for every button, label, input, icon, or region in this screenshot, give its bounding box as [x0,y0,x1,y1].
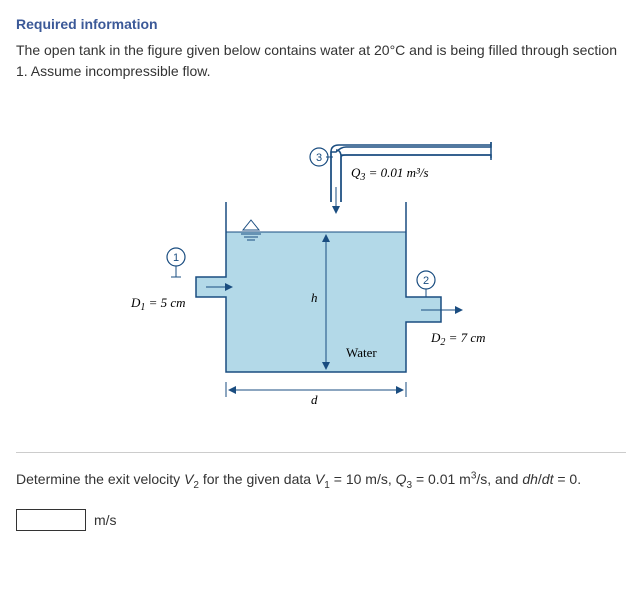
d-label: d [311,392,318,407]
tank-diagram: 3 Q3 = 0.01 m³/s 1 D1 = 5 cm 2 D2 = 7 cm [111,102,531,422]
required-info-header: Required information [16,16,626,32]
d2-label: D2 = 7 cm [430,330,486,348]
section3-label: 3 [316,152,322,164]
answer-unit: m/s [94,512,117,528]
answer-input[interactable] [16,509,86,531]
q3-label: Q3 = 0.01 m³/s [351,165,429,183]
problem-statement: The open tank in the figure given below … [16,40,626,82]
d1-label: D1 = 5 cm [130,295,186,313]
answer-row: m/s [16,509,626,531]
section1-label: 1 [173,252,179,264]
h-label: h [311,290,318,305]
water-label: Water [346,345,377,360]
section2-label: 2 [423,275,429,287]
question-text: Determine the exit velocity V2 for the g… [16,452,626,494]
diagram-container: 3 Q3 = 0.01 m³/s 1 D1 = 5 cm 2 D2 = 7 cm [16,102,626,422]
